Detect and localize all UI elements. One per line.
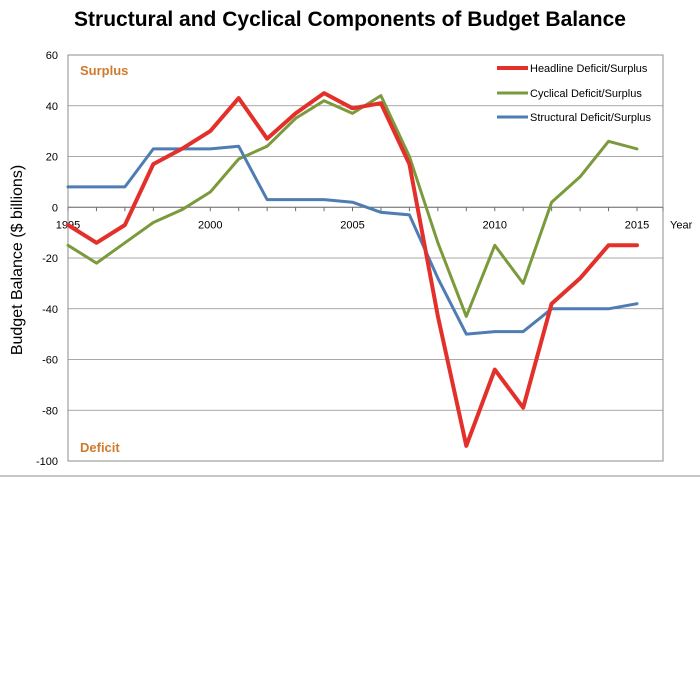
chart-title: Structural and Cyclical Components of Bu… bbox=[74, 8, 626, 31]
x-axis-title: Year bbox=[670, 219, 693, 231]
y-tick-label: 40 bbox=[46, 101, 58, 113]
x-tick-label: 2015 bbox=[625, 219, 649, 231]
series-line-headline-deficit-surplus bbox=[66, 91, 639, 448]
y-tick-label: -100 bbox=[36, 456, 58, 468]
y-tick-label: -40 bbox=[42, 304, 58, 316]
x-tick-label: 2010 bbox=[483, 219, 507, 231]
series-line-structural-deficit-surplus bbox=[66, 144, 639, 336]
y-tick-label: -60 bbox=[42, 355, 58, 367]
x-tick-label: 2005 bbox=[340, 219, 364, 231]
surplus-label: Surplus bbox=[80, 63, 128, 78]
deficit-label: Deficit bbox=[80, 440, 120, 455]
legend-label: Headline Deficit/Surplus bbox=[530, 63, 648, 75]
y-tick-label: 0 bbox=[52, 202, 58, 214]
y-tick-label: 60 bbox=[46, 50, 58, 62]
series-line-cyclical-deficit-surplus bbox=[66, 94, 639, 318]
x-tick-label: 2000 bbox=[198, 219, 222, 231]
y-tick-label: -80 bbox=[42, 405, 58, 417]
y-tick-label: -20 bbox=[42, 253, 58, 265]
legend-label: Cyclical Deficit/Surplus bbox=[530, 88, 642, 100]
legend-label: Structural Deficit/Surplus bbox=[530, 112, 652, 124]
y-tick-label: 20 bbox=[46, 152, 58, 164]
